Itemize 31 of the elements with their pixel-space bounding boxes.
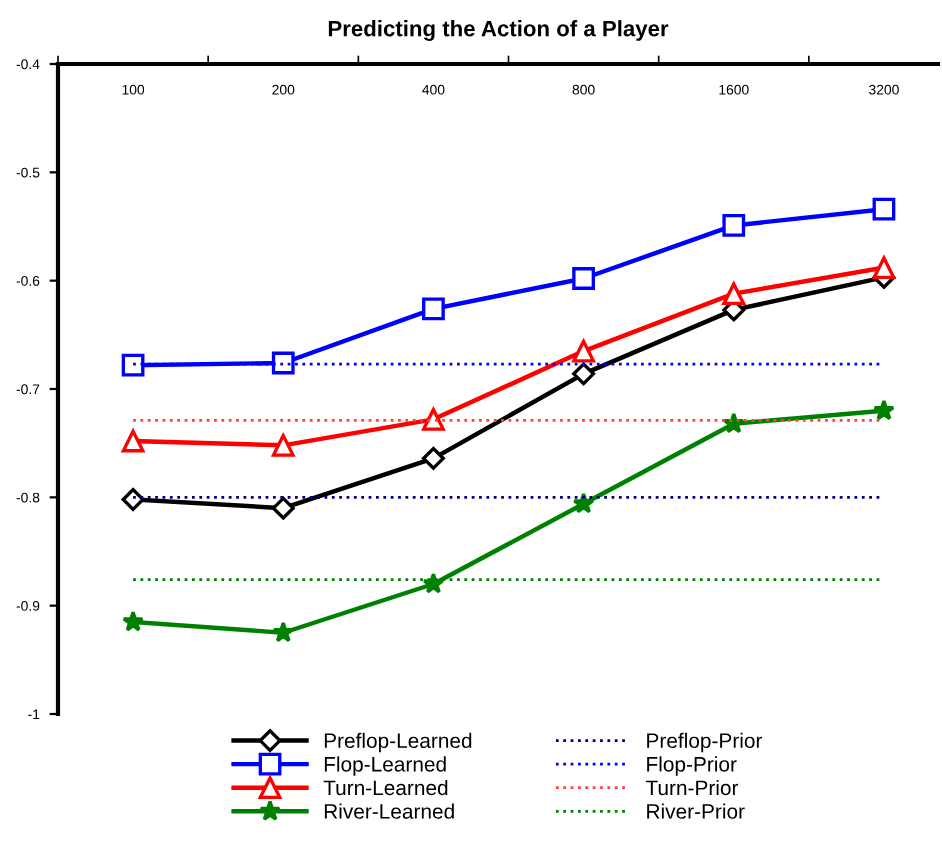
point (121, 488, 145, 511)
point (271, 496, 295, 520)
point (872, 256, 896, 280)
legend-label: Turn-Learned (323, 779, 448, 796)
point (422, 572, 445, 594)
point (422, 297, 445, 321)
point (421, 446, 445, 470)
point (572, 492, 595, 514)
legend-label: Preflop-Learned (324, 732, 472, 753)
point (572, 362, 596, 386)
legend-label: River-Prior (647, 803, 745, 819)
point (873, 399, 895, 421)
point (722, 412, 745, 434)
point (272, 621, 295, 643)
point (872, 197, 896, 221)
point (722, 282, 746, 306)
point (572, 267, 595, 290)
legend-label: Flop-Learned (324, 756, 446, 776)
legend-label: Turn-Prior (645, 779, 739, 796)
point (271, 433, 295, 457)
point (572, 339, 595, 363)
point (722, 214, 746, 237)
point (122, 610, 144, 632)
chart-title: Predicting the Action of a Player (328, 20, 669, 41)
legend-label: River-Learned (324, 803, 454, 819)
point (422, 407, 445, 431)
point (271, 351, 295, 375)
point (121, 353, 145, 377)
legend-label: Flop-Prior (647, 756, 737, 776)
legend-label: Preflop-Prior (647, 732, 763, 753)
point (121, 429, 145, 453)
